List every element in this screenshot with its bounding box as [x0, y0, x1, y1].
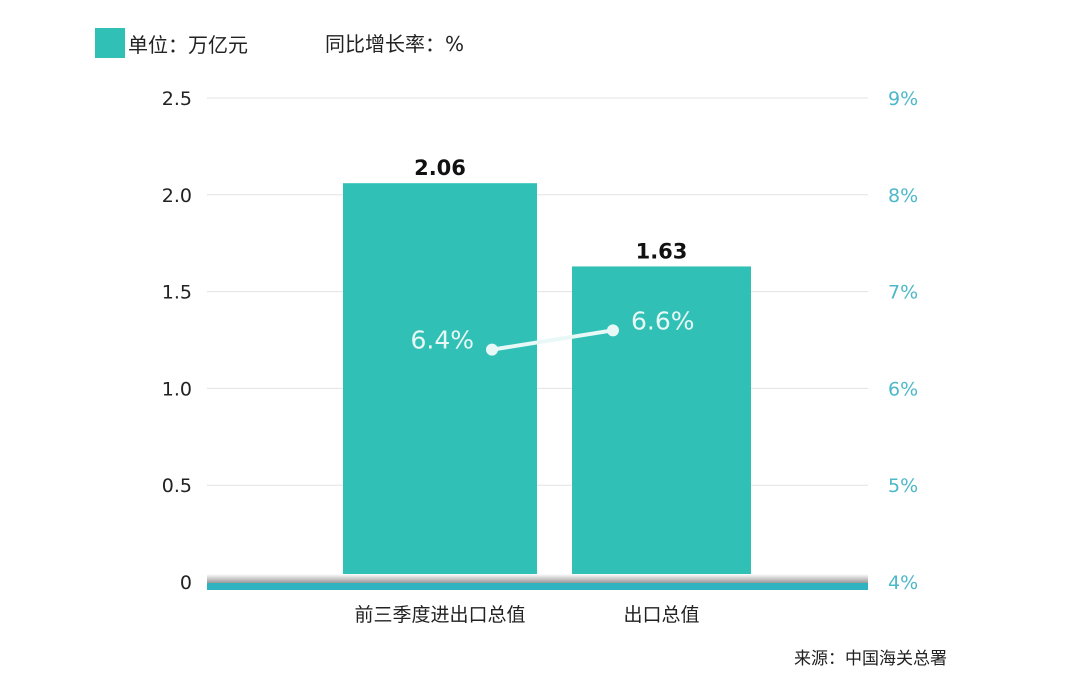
x-tick-label: 前三季度进出口总值 [354, 604, 525, 626]
left-tick-label: 1.0 [162, 378, 192, 400]
right-tick-label: 8% [888, 185, 918, 207]
left-tick-label: 2.0 [162, 185, 192, 207]
source-note: 来源：中国海关总署 [794, 649, 947, 669]
baseline-shadow [207, 574, 868, 583]
right-tick-label: 6% [888, 378, 918, 400]
legend-swatch [95, 28, 125, 58]
baseline [207, 583, 868, 590]
legend-bar-label: 单位：万亿元 [128, 32, 248, 57]
right-tick-label: 5% [888, 475, 918, 497]
right-tick-label: 4% [888, 572, 918, 594]
growth-data-label: 6.4% [410, 326, 474, 355]
left-tick-label: 1.5 [162, 282, 192, 304]
growth-point [607, 324, 619, 337]
growth-line [491, 328, 614, 352]
right-tick-label: 7% [888, 282, 918, 304]
bar [343, 183, 537, 583]
legend-line-label: 同比增长率：% [325, 32, 465, 56]
left-tick-label: 2.5 [162, 88, 192, 110]
legend-bar: 单位：万亿元 [95, 28, 248, 58]
growth-point [486, 343, 498, 356]
left-tick-label: 0 [180, 572, 192, 594]
bar-data-label: 2.06 [414, 156, 466, 180]
bar-data-label: 1.63 [636, 239, 688, 263]
bar [572, 266, 751, 583]
right-tick-label: 9% [888, 88, 918, 110]
growth-data-label: 6.6% [631, 306, 695, 335]
left-tick-label: 0.5 [162, 475, 192, 497]
x-tick-label: 出口总值 [623, 604, 699, 626]
legend-line: 同比增长率：% [325, 28, 464, 57]
